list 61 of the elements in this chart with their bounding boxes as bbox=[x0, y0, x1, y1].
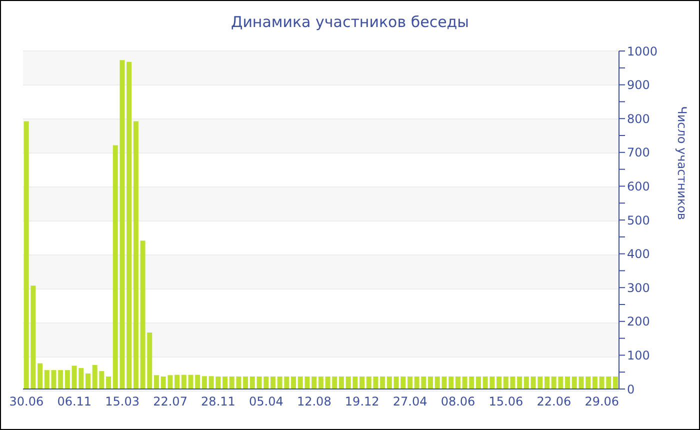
y-tick-label: 300 bbox=[627, 280, 650, 295]
bar bbox=[565, 376, 570, 389]
bar bbox=[386, 376, 392, 389]
x-tick-label: 05.04 bbox=[249, 394, 284, 409]
bar bbox=[586, 376, 591, 389]
bar bbox=[64, 370, 70, 389]
x-tick-label: 15.03 bbox=[105, 394, 140, 409]
bar bbox=[290, 376, 296, 389]
bar bbox=[126, 62, 132, 389]
bar bbox=[202, 376, 207, 389]
bar bbox=[106, 376, 112, 389]
bar bbox=[154, 375, 159, 389]
bar bbox=[592, 376, 598, 389]
x-tick-label: 28.11 bbox=[201, 394, 236, 409]
bar bbox=[612, 376, 618, 389]
bar bbox=[332, 376, 338, 389]
x-tick-label: 22.07 bbox=[153, 394, 188, 409]
y-tick-label: 1000 bbox=[627, 44, 658, 58]
bar bbox=[360, 376, 364, 389]
bar bbox=[476, 376, 481, 389]
chart-title: Динамика участников беседы bbox=[230, 13, 470, 31]
bar bbox=[243, 376, 248, 389]
x-tick-label: 12.08 bbox=[296, 394, 332, 409]
x-tick-label: 15.06 bbox=[488, 394, 524, 409]
bar bbox=[338, 376, 344, 389]
bar bbox=[517, 376, 522, 389]
bar bbox=[195, 374, 200, 389]
y-tick-label: 400 bbox=[627, 247, 650, 262]
y-tick-label: 200 bbox=[627, 314, 650, 329]
x-tick-label: 19.12 bbox=[344, 394, 380, 409]
bar bbox=[133, 121, 138, 389]
bar bbox=[380, 376, 386, 389]
x-tick-label: 29.06 bbox=[584, 394, 620, 409]
x-tick-label: 06.11 bbox=[57, 394, 92, 409]
x-tick-label: 27.04 bbox=[392, 394, 428, 409]
bar bbox=[407, 376, 412, 389]
y-tick-label: 100 bbox=[627, 348, 650, 362]
bar bbox=[448, 376, 454, 389]
y-tick-label: 800 bbox=[627, 112, 650, 126]
bar bbox=[544, 376, 550, 389]
bar bbox=[264, 376, 269, 389]
bar bbox=[496, 376, 502, 389]
y-tick-label: 700 bbox=[627, 146, 650, 160]
y-tick-label: 500 bbox=[627, 213, 650, 228]
x-tick-label: 22.06 bbox=[536, 394, 572, 409]
bar bbox=[455, 376, 460, 389]
bar bbox=[38, 363, 43, 389]
y-tick-label: 0 bbox=[627, 382, 635, 396]
bar bbox=[222, 376, 228, 389]
bar bbox=[524, 376, 529, 389]
bar bbox=[312, 376, 317, 389]
x-tick-label: 08.06 bbox=[440, 394, 476, 409]
x-tick-label: 30.06 bbox=[9, 394, 44, 409]
bar bbox=[174, 374, 180, 389]
bar bbox=[270, 376, 276, 389]
y-tick-label: 900 bbox=[627, 78, 650, 92]
y-axis-title: Число участников bbox=[674, 106, 689, 220]
bar bbox=[85, 373, 90, 389]
bar bbox=[428, 376, 434, 389]
bar bbox=[58, 370, 64, 389]
y-tick-label: 600 bbox=[627, 179, 650, 194]
